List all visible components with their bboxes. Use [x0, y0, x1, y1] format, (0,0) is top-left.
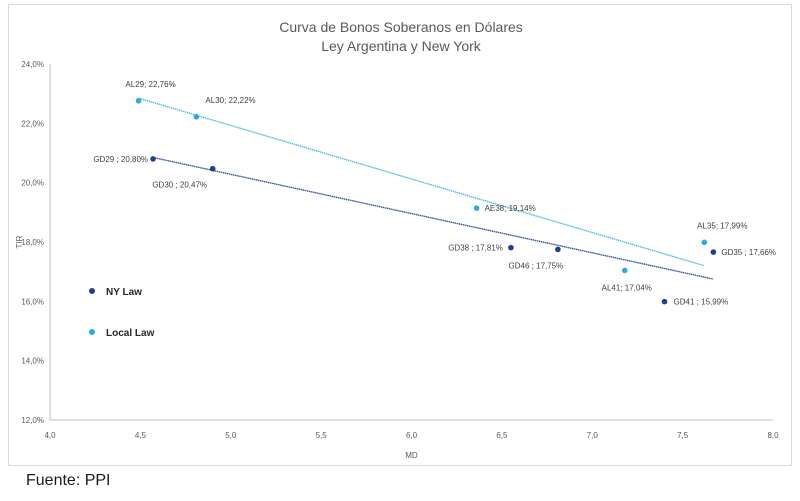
- data-point: [150, 156, 156, 162]
- chart-frame: Curva de Bonos Soberanos en Dólares Ley A…: [8, 4, 792, 466]
- data-label: GD38 ; 17,81%: [448, 244, 503, 253]
- data-label: AL30; 22,22%: [205, 96, 255, 105]
- data-point: [209, 165, 216, 172]
- y-tick-label: 24,0%: [21, 60, 44, 69]
- data-point: [661, 298, 668, 305]
- data-label: GD46 ; 17,75%: [509, 261, 564, 270]
- data-label: AL29; 22,76%: [125, 80, 175, 89]
- data-point: [508, 244, 514, 251]
- legend-label: NY Law: [106, 287, 142, 298]
- y-tick-label: 20,0%: [21, 179, 44, 188]
- legend-marker: [89, 329, 95, 335]
- y-tick-label: 18,0%: [21, 238, 44, 247]
- data-label: GD35 ; 17,66%: [721, 248, 776, 257]
- chart-title-line: Curva de Bonos Soberanos en Dólares: [279, 19, 523, 35]
- x-tick-label: 7,5: [677, 431, 689, 440]
- trend-line: [138, 97, 705, 267]
- x-tick-label: 5,5: [316, 431, 328, 440]
- chart-title-line: Ley Argentina y New York: [321, 38, 482, 54]
- data-label: GD29 ; 20,80%: [93, 155, 148, 164]
- data-label: AE38; 19,14%: [485, 204, 536, 213]
- data-label: AL35; 17,99%: [697, 221, 747, 230]
- x-tick-label: 8,0: [767, 431, 779, 440]
- y-tick-label: 12,0%: [21, 416, 44, 425]
- data-label: GD30 ; 20,47%: [152, 181, 207, 190]
- y-tick-label: 14,0%: [21, 357, 44, 366]
- x-tick-label: 4,0: [44, 431, 56, 440]
- data-point: [135, 97, 142, 104]
- y-axis-label: TIR: [15, 235, 24, 248]
- data-point: [193, 114, 200, 120]
- x-tick-label: 5,0: [225, 431, 237, 440]
- legend-marker: [89, 288, 95, 294]
- data-point: [621, 267, 628, 274]
- trend-line: [152, 156, 714, 280]
- data-point: [555, 246, 561, 253]
- x-tick-label: 6,5: [496, 431, 508, 440]
- data-point: [701, 239, 708, 246]
- chart-svg: Curva de Bonos Soberanos en Dólares Ley A…: [15, 19, 779, 460]
- x-tick-label: 4,5: [135, 431, 147, 440]
- legend-label: Local Law: [106, 328, 155, 339]
- x-axis-label: MD: [405, 451, 418, 460]
- x-tick-label: 6,0: [406, 431, 418, 440]
- y-tick-label: 22,0%: [21, 119, 44, 128]
- data-label: AL41; 17,04%: [602, 283, 652, 292]
- y-tick-label: 16,0%: [21, 297, 44, 306]
- data-point: [710, 249, 717, 255]
- x-tick-label: 7,0: [587, 431, 599, 440]
- data-point: [473, 205, 480, 211]
- source-note: Fuente: PPI: [26, 472, 111, 489]
- data-label: GD41 ; 15,99%: [674, 298, 729, 307]
